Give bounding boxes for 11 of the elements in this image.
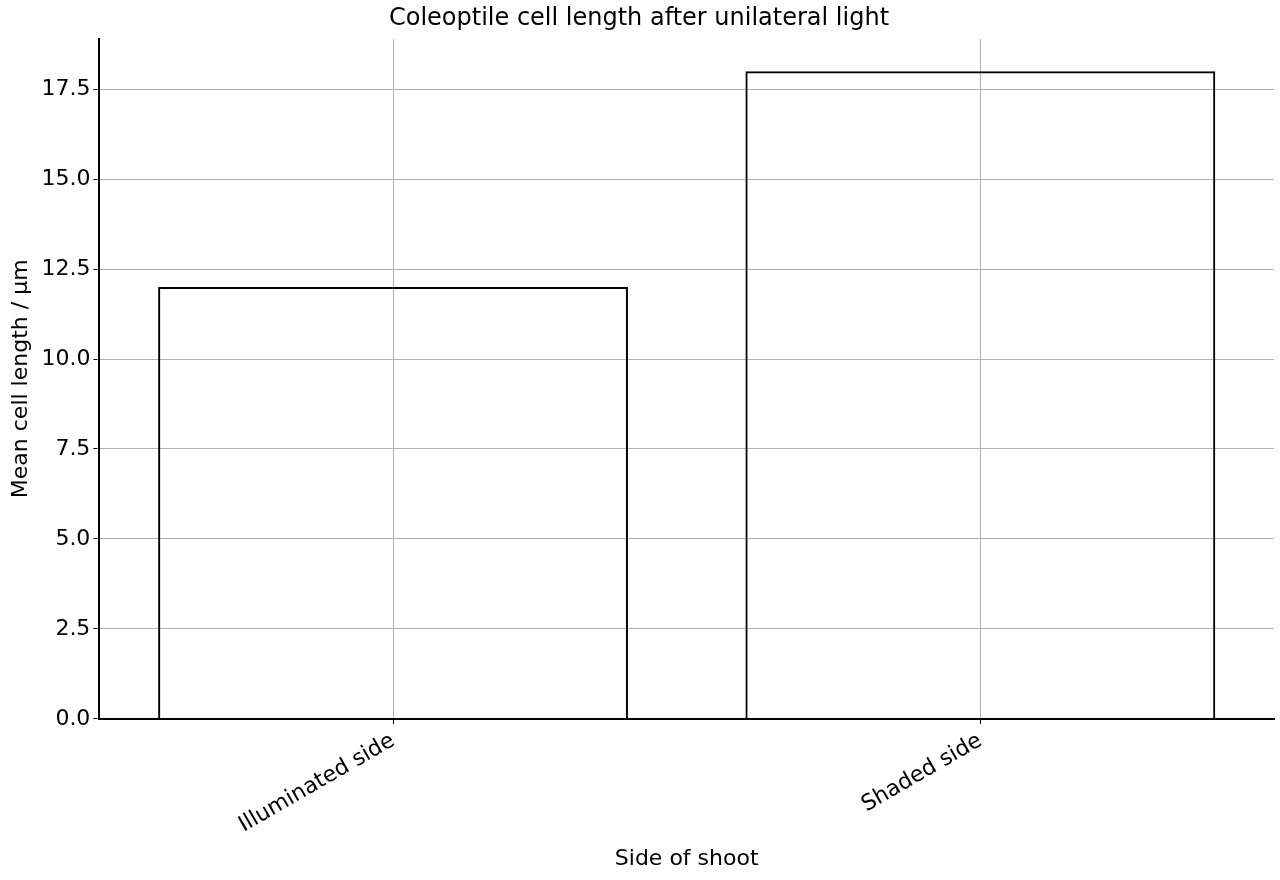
y-tick-label: 17.5 xyxy=(41,74,91,100)
y-tick-label: 2.5 xyxy=(55,614,91,640)
y-tick-label: 5.0 xyxy=(55,524,91,550)
chart-title: Coleoptile cell length after unilateral light xyxy=(388,2,890,31)
y-tick-label: 15.0 xyxy=(41,164,91,190)
y-tick-label: 10.0 xyxy=(41,344,91,370)
y-tick-label: 12.5 xyxy=(41,254,91,280)
y-axis-title: Mean cell length / µm xyxy=(6,259,32,499)
x-axis-title: Side of shoot xyxy=(614,844,759,870)
y-tick-label: 7.5 xyxy=(55,434,91,460)
y-tick-label: 0.0 xyxy=(55,704,91,730)
